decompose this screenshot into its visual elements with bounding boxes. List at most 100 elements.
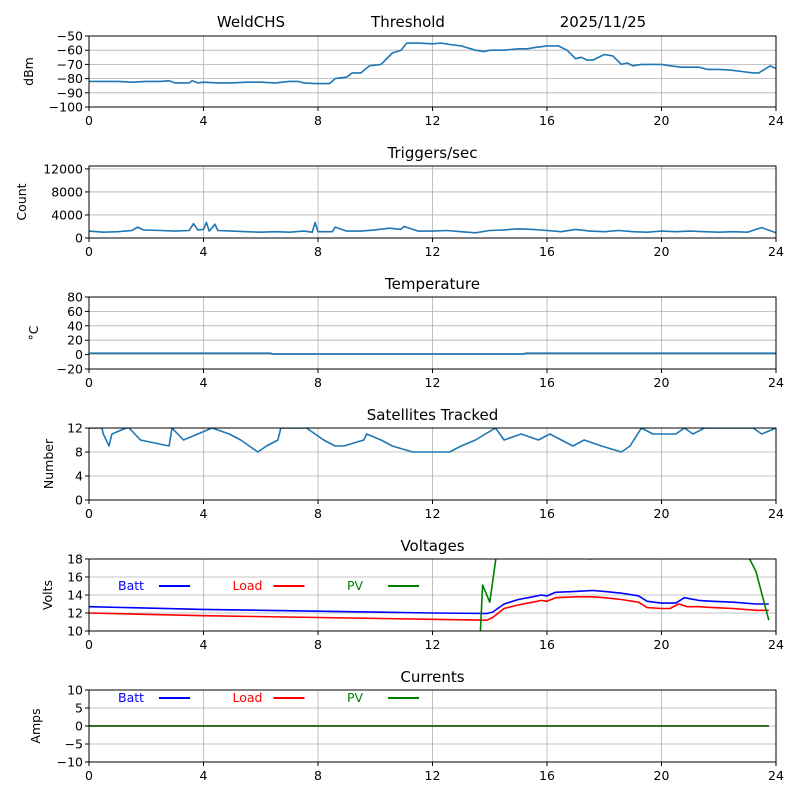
y-tick-label: 0 xyxy=(75,719,83,734)
x-tick-label: 4 xyxy=(200,375,208,390)
grid-signal xyxy=(88,35,777,108)
series-group-triggers xyxy=(89,221,776,234)
legend-voltages: Batt Load PV xyxy=(118,578,419,593)
y-tick-label: 18 xyxy=(67,552,83,567)
x-tick-label: 0 xyxy=(85,375,93,390)
x-tick-label: 12 xyxy=(425,244,441,259)
grid-voltages xyxy=(88,558,777,632)
x-tick-label: 16 xyxy=(539,244,555,259)
panel-currents: 0 4 8 12 16 20 24 −10 −5 0 5 10 Currents Amps Batt Load… xyxy=(28,668,784,783)
header-mode: Threshold xyxy=(370,13,445,31)
panel-voltages: 0 4 8 12 16 20 24 10 12 14 16 18 Voltages Volts Batt Lo… xyxy=(40,537,784,652)
series-satellites-line xyxy=(89,428,776,453)
figure-header: WeldCHS Threshold 2025/11/25 xyxy=(217,13,646,31)
grid-satellites xyxy=(88,427,777,501)
x-tick-label: 0 xyxy=(85,113,93,128)
legend-label-batt: Batt xyxy=(118,578,144,593)
x-tick-label: 4 xyxy=(200,506,208,521)
y-tick-label: 0 xyxy=(75,347,83,362)
chart-title: Satellites Tracked xyxy=(367,406,498,424)
y-tick-label: 80 xyxy=(67,290,83,305)
series-group-temperature xyxy=(89,352,776,355)
y-tick-label: −5 xyxy=(65,737,83,752)
x-tick-label: 12 xyxy=(425,768,441,783)
x-tick-label: 20 xyxy=(654,637,670,652)
series-group-signal xyxy=(89,42,776,85)
x-tick-label: 20 xyxy=(654,113,670,128)
legend-label-pv: PV xyxy=(347,578,364,593)
x-tick-label: 8 xyxy=(314,244,322,259)
series-pv-line xyxy=(479,559,770,631)
x-tick-label: 20 xyxy=(654,244,670,259)
x-tick-label: 4 xyxy=(200,768,208,783)
header-station: WeldCHS xyxy=(217,13,285,31)
x-tick-label: 12 xyxy=(425,506,441,521)
panel-triggers: 0 4 8 12 16 20 24 0 4000 8000 12000 Triggers/sec Cou… xyxy=(14,144,784,259)
x-tick-label: 8 xyxy=(314,768,322,783)
x-tick-label: 0 xyxy=(85,506,93,521)
legend-label-pv: PV xyxy=(347,690,364,705)
y-axis-label: Count xyxy=(14,183,29,220)
y-tick-label: 8000 xyxy=(51,184,83,199)
series-temperature-line xyxy=(89,352,776,355)
x-tick-label: 16 xyxy=(539,637,555,652)
x-tick-label: 16 xyxy=(539,506,555,521)
y-tick-label: 12000 xyxy=(43,161,83,176)
y-tick-label: 14 xyxy=(67,588,83,603)
y-axis-label: dBm xyxy=(21,57,36,86)
x-tick-label: 12 xyxy=(425,637,441,652)
x-tick-label: 20 xyxy=(654,768,670,783)
legend-label-load: Load xyxy=(233,578,263,593)
y-tick-label: −100 xyxy=(49,100,83,115)
x-tick-label: 4 xyxy=(200,244,208,259)
y-tick-label: −20 xyxy=(57,362,83,377)
x-tick-label: 8 xyxy=(314,506,322,521)
y-tick-label: 4 xyxy=(75,469,83,484)
y-axis-label: Number xyxy=(41,438,56,489)
y-tick-label: −80 xyxy=(57,71,83,86)
legend-currents: Batt Load PV xyxy=(118,690,419,705)
x-tick-label: 16 xyxy=(539,113,555,128)
y-axis-label: Volts xyxy=(40,580,55,610)
y-tick-label: −70 xyxy=(57,57,83,72)
chart-title: Triggers/sec xyxy=(387,144,478,162)
y-tick-label: 20 xyxy=(67,333,83,348)
y-tick-label: 10 xyxy=(67,683,83,698)
x-tick-label: 8 xyxy=(314,375,322,390)
header-date: 2025/11/25 xyxy=(560,13,646,31)
series-batt-line xyxy=(89,589,769,615)
x-tick-label: 4 xyxy=(200,113,208,128)
x-tick-label: 20 xyxy=(654,375,670,390)
x-tick-label: 0 xyxy=(85,637,93,652)
y-tick-label: 4000 xyxy=(51,207,83,222)
x-tick-label: 24 xyxy=(768,375,784,390)
panel-signal: 0 4 8 12 16 20 24 −100−90−80−70−60−50 dBm xyxy=(21,29,784,129)
series-load-line xyxy=(89,595,769,622)
y-tick-label: 12 xyxy=(67,606,83,621)
y-tick-label: −90 xyxy=(57,85,83,100)
x-tick-label: 16 xyxy=(539,768,555,783)
legend-label-batt: Batt xyxy=(118,690,144,705)
x-tick-label: 24 xyxy=(768,637,784,652)
y-tick-label: 0 xyxy=(75,493,83,508)
chart-title: Currents xyxy=(400,668,464,686)
x-tick-label: 24 xyxy=(768,768,784,783)
series-group-voltages xyxy=(89,559,770,631)
x-tick-label: 24 xyxy=(768,244,784,259)
x-tick-label: 24 xyxy=(768,506,784,521)
y-tick-label: −10 xyxy=(57,755,83,770)
x-tick-label: 16 xyxy=(539,375,555,390)
y-tick-label: 0 xyxy=(75,231,83,246)
y-tick-label: 10 xyxy=(67,624,83,639)
y-tick-label: 40 xyxy=(67,318,83,333)
y-tick-label: 16 xyxy=(67,570,83,585)
panel-satellites: 0 4 8 12 16 20 24 0 4 8 12 Satellites Tracked Number xyxy=(41,406,784,521)
y-tick-label: 12 xyxy=(67,421,83,436)
y-tick-label: 5 xyxy=(75,701,83,716)
x-tick-label: 8 xyxy=(314,113,322,128)
y-axis-label: °C xyxy=(26,325,41,340)
y-tick-label: −50 xyxy=(57,29,83,44)
series-triggers-line xyxy=(89,221,776,234)
